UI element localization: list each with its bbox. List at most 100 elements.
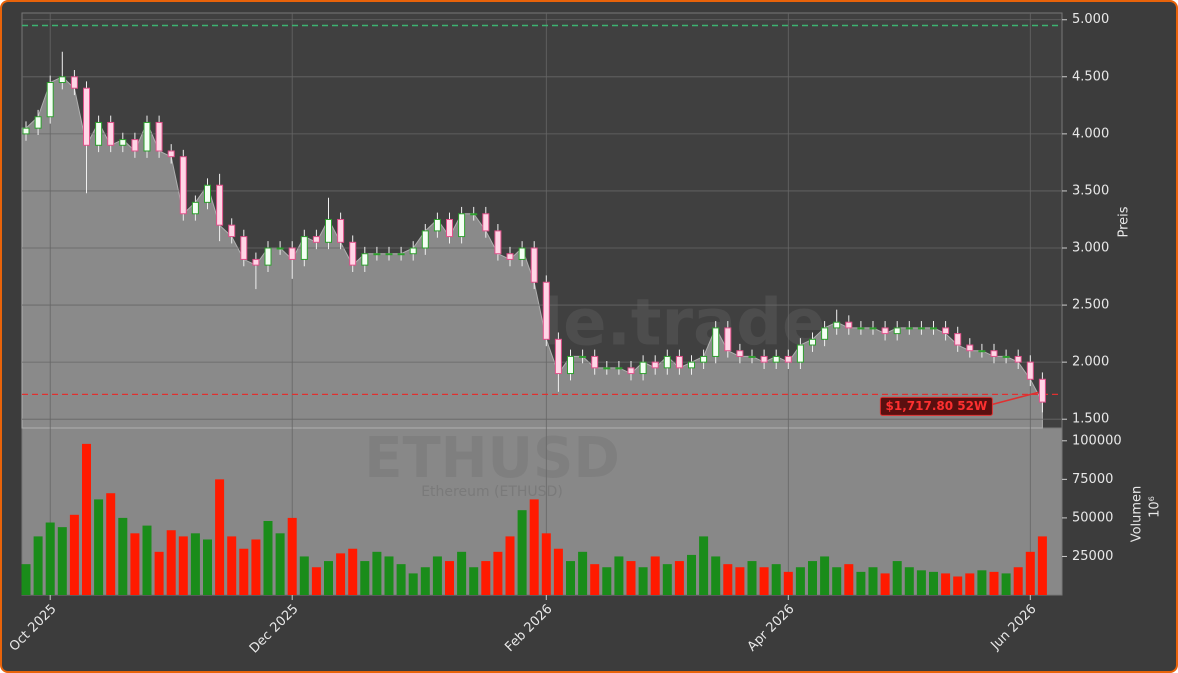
candle-body <box>421 230 429 249</box>
annotation-arrow <box>992 391 1039 406</box>
candle-body <box>433 218 441 232</box>
volume-bar <box>989 571 999 595</box>
volume-bar <box>832 567 842 595</box>
volume-bar <box>336 553 346 595</box>
candle-body <box>663 355 671 369</box>
volume-bar <box>505 536 515 595</box>
candle-body <box>567 355 574 375</box>
candle-body <box>615 367 623 370</box>
volume-bar <box>1013 567 1023 595</box>
watermark-symbol: ETHUSD <box>364 426 620 491</box>
volume-bar <box>578 551 588 595</box>
volume-bar <box>977 570 987 595</box>
volume-bar <box>420 567 430 595</box>
y-tick-label: 3.500 <box>1072 183 1109 198</box>
volume-bar <box>687 554 696 595</box>
volume-bar <box>795 567 805 595</box>
candle-body <box>700 355 708 363</box>
candle-body <box>1014 355 1022 363</box>
candle-body <box>748 355 756 358</box>
volume-bar <box>904 567 914 595</box>
candle-body <box>95 121 103 146</box>
volume-bar <box>263 520 273 595</box>
candle-body <box>143 121 151 152</box>
candle-body <box>518 247 526 260</box>
volume-bar <box>33 536 43 595</box>
candle-body <box>990 350 998 357</box>
candle-body <box>530 247 538 283</box>
candle-body <box>1002 355 1010 358</box>
volume-bar <box>287 517 297 595</box>
candle-body <box>869 327 877 330</box>
volume-tick-label: 25000 <box>1072 549 1113 564</box>
candle-body <box>893 327 901 335</box>
candle-body <box>216 184 224 226</box>
candle-body <box>627 367 635 375</box>
volume-bar <box>469 567 479 595</box>
candle-body <box>349 241 357 266</box>
volume-bar <box>880 573 890 595</box>
candle-body <box>240 236 248 260</box>
volume-bar <box>566 561 575 595</box>
x-tick-label: Dec 2025 <box>247 602 302 657</box>
volume-bar <box>602 567 612 595</box>
candle-body <box>917 327 925 330</box>
candle-body <box>83 87 90 146</box>
volume-bar <box>1025 551 1035 595</box>
y-tick-label: 3.000 <box>1072 241 1109 256</box>
candle-body <box>228 224 236 238</box>
volume-bar <box>856 571 866 595</box>
volume-bar <box>638 567 648 595</box>
candle-body <box>409 247 417 255</box>
candle-body <box>264 247 272 266</box>
candle-body <box>373 253 381 256</box>
y-tick-label: 4.500 <box>1072 69 1109 84</box>
candle-body <box>845 321 853 329</box>
volume-bar <box>118 517 128 595</box>
volume-bar <box>711 556 721 595</box>
volume-tick-label: 50000 <box>1072 510 1113 525</box>
candle-body <box>905 327 913 330</box>
candle-body <box>179 156 187 215</box>
volume-bar <box>166 530 176 595</box>
candle-body <box>397 253 405 256</box>
volume-bar <box>82 443 91 595</box>
volume-bar <box>445 561 454 595</box>
candle-body <box>337 218 345 243</box>
candle-body <box>821 327 829 340</box>
volume-bar <box>130 533 140 595</box>
candle-body <box>119 139 127 146</box>
volume-bar <box>57 527 67 595</box>
volume-bar <box>614 556 624 595</box>
volume-bar <box>820 556 830 595</box>
volume-bar <box>481 561 491 595</box>
volume-bar <box>21 564 31 595</box>
volume-bar <box>941 573 951 595</box>
volume-bar <box>190 533 200 595</box>
volume-bar <box>372 551 382 595</box>
candle-body <box>288 247 296 260</box>
volume-bar <box>311 567 321 595</box>
volume-bar <box>154 551 164 595</box>
candle-body <box>325 218 332 243</box>
candle-body <box>833 321 841 329</box>
volume-bar <box>723 564 733 595</box>
candle-body <box>554 338 562 375</box>
volume-bar <box>650 556 660 595</box>
volume-bar <box>324 561 333 595</box>
candle-body <box>881 327 889 335</box>
candle-body <box>385 253 393 256</box>
y-tick-label: 5.000 <box>1072 12 1109 27</box>
volume-bar <box>348 548 358 595</box>
candle-body <box>784 355 792 363</box>
volume-bar <box>674 561 684 595</box>
annotation-label: $1,717.80 52W <box>886 399 988 413</box>
volume-bar <box>771 564 781 595</box>
volume-bar <box>275 533 285 595</box>
candle-body <box>276 247 284 250</box>
volume-bar <box>735 567 745 595</box>
volume-tick-label: 100000 <box>1072 433 1122 448</box>
candle-body <box>46 82 54 118</box>
y-tick-label: 2.000 <box>1072 355 1109 370</box>
